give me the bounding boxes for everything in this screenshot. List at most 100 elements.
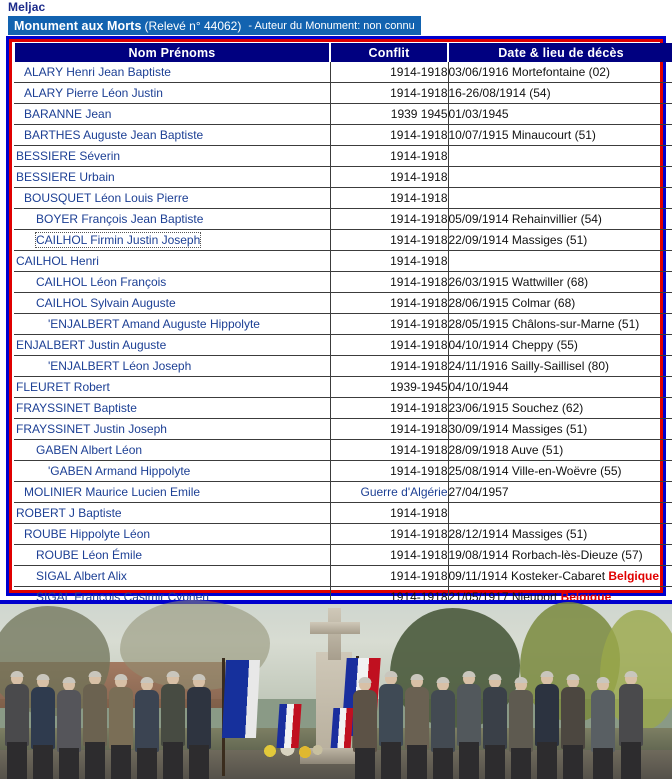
death-date-place: 23/06/1915 Souchez (62): [448, 401, 584, 415]
table-row: MOLINIER Maurice Lucien Emile Guerre d'Al…: [14, 481, 672, 503]
soldier-name-link[interactable]: CAILHOL Sylvain Auguste: [36, 296, 176, 310]
cell-date-place: 01/03/1945: [447, 103, 672, 125]
soldier-name-link[interactable]: MOLINIER Maurice Lucien Emile: [24, 485, 201, 499]
photo-person-hair: [514, 677, 528, 683]
soldier-name-link[interactable]: ENJALBERT Justin Auguste: [16, 338, 167, 352]
soldier-name-link[interactable]: ALARY Henri Jean Baptiste: [24, 65, 171, 79]
soldier-name-link[interactable]: BESSIERE Séverin: [16, 149, 121, 163]
photo-person-hair: [566, 674, 580, 680]
death-date-place: 22/09/1914 Massiges (51): [448, 233, 588, 247]
photo-person: [508, 677, 534, 779]
soldier-name-link[interactable]: GABEN Albert Léon: [36, 443, 143, 457]
death-date-place: 04/10/1944: [448, 380, 509, 394]
table-header-row: Nom Prénoms Conflit Date & lieu de décès: [13, 43, 672, 62]
death-date-place: 16-26/08/1914 (54): [448, 86, 551, 100]
cell-conflict: 1914-1918: [329, 565, 448, 587]
soldier-name-link[interactable]: 'ENJALBERT Amand Auguste Hippolyte: [48, 317, 260, 331]
cell-conflict: 1914-1918: [329, 166, 448, 188]
memorial-table: Nom Prénoms Conflit Date & lieu de décès…: [13, 43, 672, 607]
soldier-name-link[interactable]: CAILHOL Léon François: [36, 275, 167, 289]
photo-flag-french-small: [276, 704, 302, 748]
cell-name: 'GABEN Armand Hippolyte: [14, 460, 330, 482]
photo-person-coat: [31, 687, 55, 749]
photo-top-border: [0, 600, 672, 604]
cell-conflict[interactable]: Guerre d'Algérie: [329, 481, 448, 503]
photo-person: [534, 671, 560, 779]
soldier-name-link[interactable]: FLEURET Robert: [16, 380, 110, 394]
death-date-place: 27/04/1957: [448, 485, 509, 499]
photo-person: [378, 671, 404, 779]
cell-conflict: 1914-1918: [329, 208, 448, 230]
photo-person: [352, 677, 378, 779]
photo-person-coat: [591, 690, 615, 752]
death-date-place: 01/03/1945: [448, 107, 509, 121]
cell-date-place: 28/05/1915 Châlons-sur-Marne (51): [447, 313, 672, 335]
photo-person-coat: [379, 684, 403, 746]
soldier-name-link[interactable]: ALARY Pierre Léon Justin: [24, 86, 163, 100]
photo-flower-wreath: [256, 740, 326, 762]
cell-name: SIGAL Albert Alix: [14, 565, 330, 587]
photo-person-hair: [114, 674, 128, 680]
death-date-place: 28/05/1915 Châlons-sur-Marne (51): [448, 317, 640, 331]
soldier-name-link[interactable]: CAILHOL Henri: [16, 254, 99, 268]
photo-person-hair: [596, 677, 610, 683]
column-header-conflict: Conflit: [329, 43, 449, 62]
soldier-name-link[interactable]: BESSIERE Urbain: [16, 170, 115, 184]
death-date-place: 28/12/1914 Massiges (51): [448, 527, 588, 541]
soldier-name-link[interactable]: 'GABEN Armand Hippolyte: [48, 464, 191, 478]
cell-conflict: 1914-1918: [329, 62, 448, 83]
death-date-place: 28/06/1915 Colmar (68): [448, 296, 576, 310]
photo-person-coat: [57, 690, 81, 752]
cell-name: FLEURET Robert: [14, 376, 330, 398]
table-row: 'ENJALBERT Léon Joseph 1914-1918 24/11/191…: [14, 355, 672, 377]
soldier-name-link[interactable]: SIGAL Albert Alix: [36, 569, 127, 583]
cell-date-place: 10/07/1915 Minaucourt (51): [447, 124, 672, 146]
cell-conflict: 1914-1918: [329, 82, 448, 104]
photo-person-hair: [10, 671, 24, 677]
cell-name: 'ENJALBERT Amand Auguste Hippolyte: [14, 313, 330, 335]
death-date-place: 25/08/1914 Ville-en-Woëvre (55): [448, 464, 622, 478]
photo-flag-blue: [221, 660, 261, 738]
soldier-name-link[interactable]: FRAYSSINET Baptiste: [16, 401, 137, 415]
cell-date-place: 28/12/1914 Massiges (51): [447, 523, 672, 545]
cell-name: ROUBE Hippolyte Léon: [14, 523, 330, 545]
photo-person-hair: [36, 674, 50, 680]
photo-person: [404, 674, 430, 779]
photo-person-hair: [624, 671, 638, 677]
soldier-name-link[interactable]: ROUBE Hippolyte Léon: [24, 527, 151, 541]
cell-date-place: 04/10/1944: [447, 376, 672, 398]
banner-author: - Auteur du Monument: non connu: [248, 19, 415, 32]
photo-person: [618, 671, 644, 779]
soldier-name-link[interactable]: CAILHOL Firmin Justin Joseph: [34, 232, 202, 248]
photo-person-legs: [7, 742, 27, 779]
soldier-name-link[interactable]: ROBERT J Baptiste: [16, 506, 122, 520]
cell-date-place: 24/11/1916 Sailly-Saillisel (80): [447, 355, 672, 377]
photo-person-legs: [33, 745, 53, 779]
death-date-place: 26/03/1915 Wattwiller (68): [448, 275, 589, 289]
photo-person-legs: [621, 742, 641, 779]
photo-person-coat: [187, 687, 211, 749]
soldier-name-link[interactable]: FRAYSSINET Justin Joseph: [16, 422, 167, 436]
cell-name: 'ENJALBERT Léon Joseph: [14, 355, 330, 377]
cell-date-place: 04/10/1914 Cheppy (55): [447, 334, 672, 356]
soldier-name-link[interactable]: ROUBE Léon Émile: [36, 548, 143, 562]
soldier-name-link[interactable]: BARTHES Auguste Jean Baptiste: [24, 128, 204, 142]
cell-name: BESSIERE Urbain: [14, 166, 330, 188]
photo-person: [108, 674, 134, 779]
photo-person-hair: [410, 674, 424, 680]
cell-date-place: 19/08/1914 Rorbach-lès-Dieuze (57): [447, 544, 672, 566]
cell-date-place: 28/09/1918 Auve (51): [447, 439, 672, 461]
soldier-name-link[interactable]: BOYER François Jean Baptiste: [36, 212, 204, 226]
death-date-place: 10/07/1915 Minaucourt (51): [448, 128, 596, 142]
table-row: ROUBE Hippolyte Léon 1914-1918 28/12/1914 …: [14, 523, 672, 545]
soldier-name-link[interactable]: BARANNE Jean: [24, 107, 112, 121]
photo-person-legs: [485, 745, 505, 779]
table-row: BARTHES Auguste Jean Baptiste 1914-1918 10…: [14, 124, 672, 146]
photo-person: [160, 671, 186, 779]
photo-person-legs: [85, 742, 105, 779]
cell-date-place: 28/06/1915 Colmar (68): [447, 292, 672, 314]
photo-person: [590, 677, 616, 779]
soldier-name-link[interactable]: 'ENJALBERT Léon Joseph: [48, 359, 192, 373]
soldier-name-link[interactable]: BOUSQUET Léon Louis Pierre: [24, 191, 189, 205]
cell-conflict: 1914-1918: [329, 292, 448, 314]
